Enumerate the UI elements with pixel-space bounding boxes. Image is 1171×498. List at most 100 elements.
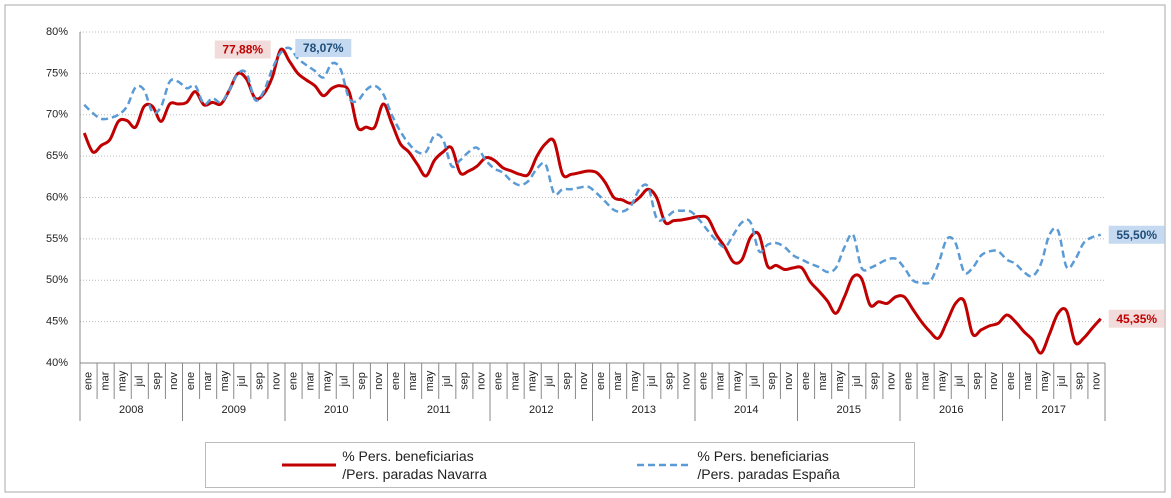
value-label-box — [1108, 309, 1165, 328]
value-label: 77,88% — [214, 40, 271, 59]
x-tick-label: mar — [305, 371, 317, 390]
x-tick-label: sep — [561, 372, 573, 390]
y-tick-label: 40% — [46, 357, 68, 369]
x-tick-label: sep — [253, 372, 265, 390]
value-label-text: 55,50% — [1116, 228, 1157, 242]
x-tick-label: mar — [817, 371, 829, 390]
x-tick-label: jul — [236, 375, 248, 387]
x-tick-label: sep — [663, 372, 675, 390]
x-tick-label: ene — [185, 372, 197, 390]
legend-swatch — [637, 463, 692, 467]
x-tick-label: nov — [680, 372, 692, 390]
x-tick-label: sep — [1073, 372, 1085, 390]
y-tick-label: 75% — [46, 67, 68, 79]
value-label-box — [1108, 225, 1165, 244]
series-line — [82, 47, 1102, 355]
value-label-box — [295, 38, 352, 57]
value-label: 78,07% — [295, 38, 352, 57]
x-tick-label: jul — [954, 375, 966, 387]
x-tick-label: jul — [749, 375, 761, 387]
value-label: 45,35% — [1108, 309, 1165, 328]
x-tick-label: nov — [373, 372, 385, 390]
x-tick-label: sep — [458, 372, 470, 390]
series-line — [83, 46, 1102, 285]
year-label: 2009 — [222, 404, 246, 416]
x-tick-label: jul — [441, 375, 453, 387]
x-tick-label: ene — [287, 372, 299, 390]
x-tick-label: nov — [270, 372, 282, 390]
x-tick-label: ene — [595, 372, 607, 390]
x-tick-label: ene — [82, 372, 94, 390]
year-label: 2010 — [324, 404, 348, 416]
year-label: 2011 — [427, 404, 451, 416]
x-tick-label: mar — [202, 371, 214, 390]
x-tick-label: ene — [800, 372, 812, 390]
x-tick-label: may — [1039, 370, 1051, 391]
x-tick-label: jul — [646, 375, 658, 387]
legend-label: % Pers. beneficiarias /Pers. paradas Nav… — [342, 448, 487, 482]
x-tick-label: nov — [1090, 372, 1102, 390]
value-label-text: 45,35% — [1116, 312, 1157, 326]
value-label-box — [214, 40, 271, 59]
x-tick-label: nov — [783, 372, 795, 390]
x-tick-label: may — [527, 370, 539, 391]
y-tick-label: 55% — [46, 233, 68, 245]
x-tick-label: mar — [1022, 371, 1034, 390]
legend-swatch — [282, 463, 337, 467]
year-label: 2016 — [939, 404, 963, 416]
year-label: 2014 — [734, 404, 758, 416]
year-label: 2012 — [529, 404, 553, 416]
x-tick-label: nov — [988, 372, 1000, 390]
value-label: 55,50% — [1108, 225, 1165, 244]
x-tick-label: jul — [134, 375, 146, 387]
x-tick-label: sep — [356, 372, 368, 390]
year-label: 2017 — [1042, 404, 1066, 416]
y-tick-label: 70% — [46, 109, 68, 121]
x-tick-label: mar — [715, 371, 727, 390]
y-tick-label: 80% — [46, 26, 68, 38]
x-tick-label: mar — [510, 371, 522, 390]
x-tick-label: ene — [1005, 372, 1017, 390]
year-label: 2013 — [632, 404, 656, 416]
chart-frame — [4, 4, 1166, 493]
x-tick-label: jul — [851, 375, 863, 387]
x-tick-label: sep — [971, 372, 983, 390]
value-label-text: 78,07% — [303, 41, 344, 55]
y-tick-label: 60% — [46, 191, 68, 203]
x-tick-label: mar — [920, 371, 932, 390]
legend-entry: % Pers. beneficiarias /Pers. paradas Esp… — [635, 447, 840, 483]
year-label: 2015 — [837, 404, 861, 416]
x-tick-label: jul — [544, 375, 556, 387]
x-tick-label: sep — [151, 372, 163, 390]
y-tick-label: 50% — [46, 274, 68, 286]
x-tick-label: ene — [390, 372, 402, 390]
x-tick-label: jul — [339, 375, 351, 387]
x-tick-label: jul — [1056, 375, 1068, 387]
x-tick-label: nov — [885, 372, 897, 390]
x-tick-label: nov — [578, 372, 590, 390]
y-tick-label: 65% — [46, 150, 68, 162]
x-tick-label: ene — [492, 372, 504, 390]
x-tick-label: may — [424, 370, 436, 391]
legend-entry: % Pers. beneficiarias /Pers. paradas Nav… — [280, 447, 487, 483]
x-tick-label: may — [322, 370, 334, 391]
x-tick-label: nov — [475, 372, 487, 390]
x-tick-label: mar — [612, 371, 624, 390]
value-label-text: 77,88% — [222, 43, 263, 57]
x-tick-label: ene — [697, 372, 709, 390]
x-tick-label: ene — [902, 372, 914, 390]
x-tick-label: mar — [100, 371, 112, 390]
legend: % Pers. beneficiarias /Pers. paradas Nav… — [205, 442, 915, 488]
legend-label: % Pers. beneficiarias /Pers. paradas Esp… — [697, 448, 840, 482]
x-tick-label: may — [834, 370, 846, 391]
x-tick-label: may — [219, 370, 231, 391]
x-tick-label: mar — [407, 371, 419, 390]
x-tick-label: may — [937, 370, 949, 391]
x-tick-label: sep — [868, 372, 880, 390]
x-tick-label: may — [117, 370, 129, 391]
x-tick-label: may — [629, 370, 641, 391]
y-tick-label: 45% — [46, 316, 68, 328]
x-tick-label: sep — [766, 372, 778, 390]
